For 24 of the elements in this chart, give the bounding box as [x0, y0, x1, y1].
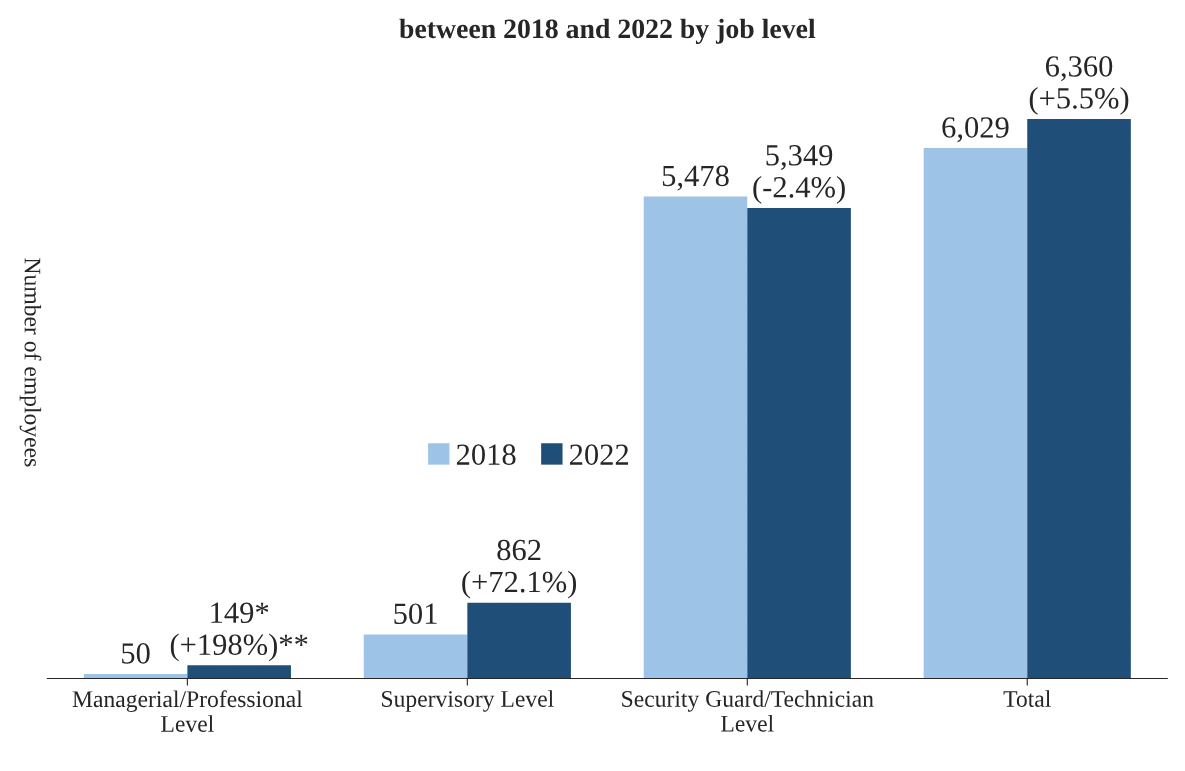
data-label: 501	[394, 603, 437, 625]
bar	[1027, 118, 1131, 679]
bar	[83, 674, 188, 679]
bar	[363, 634, 468, 679]
x-tick-label: Supervisory Level	[382, 690, 554, 712]
data-label: 862 (+72.1%)	[462, 539, 577, 599]
data-label: 149* (+198%)**	[170, 602, 308, 662]
data-label: 6,360 (+5.5%)	[1029, 56, 1129, 115]
data-label: 6,029	[942, 117, 1009, 143]
y-axis-title: Number of employees	[19, 258, 42, 467]
bar	[187, 665, 291, 679]
legend-label: 2022	[569, 444, 629, 465]
bar	[923, 148, 1028, 679]
bar	[747, 207, 851, 679]
data-label: 5,478	[662, 165, 729, 191]
x-tick-label: Managerial/Professional Level	[72, 690, 303, 732]
x-tick-label: Total	[1003, 690, 1051, 707]
bar	[467, 602, 571, 679]
bar	[643, 196, 748, 679]
chart-title: between 2018 and 2022 by job level	[399, 18, 816, 44]
legend-label: 2018	[456, 444, 516, 465]
x-tick-label: Security Guard/Technician Level	[622, 690, 874, 732]
data-label: 50	[122, 643, 150, 664]
data-label: 5,349 (-2.4%)	[753, 145, 845, 204]
